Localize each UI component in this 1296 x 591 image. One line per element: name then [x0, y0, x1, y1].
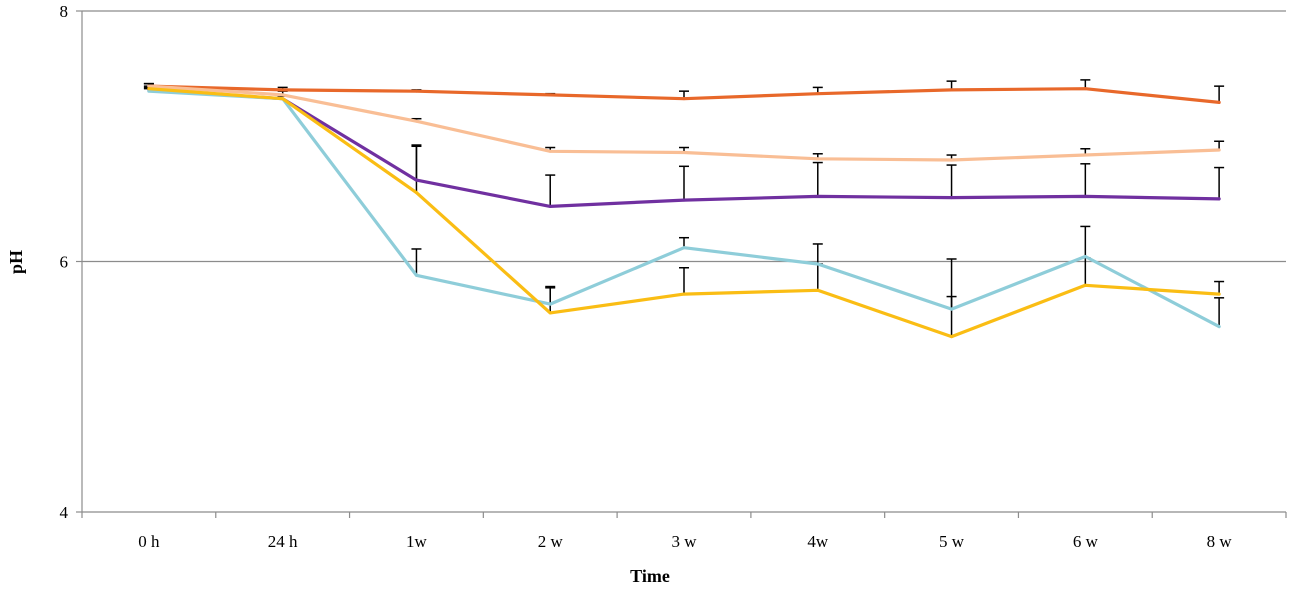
- x-axis-title: Time: [630, 566, 670, 586]
- point-series-peach-1: [281, 93, 285, 97]
- point-series-light-blue-3: [548, 302, 552, 306]
- y-tick-label-6: 6: [60, 253, 69, 272]
- point-series-light-blue-8: [1217, 325, 1221, 329]
- point-series-red-orange-6: [950, 88, 954, 92]
- x-tick-label-4: 3 w: [671, 532, 697, 551]
- y-axis-title: pH: [6, 250, 26, 274]
- point-series-peach-4: [682, 151, 686, 155]
- y-tick-label-4: 4: [60, 503, 69, 522]
- point-series-light-blue-6: [950, 307, 954, 311]
- x-tick-label-6: 5 w: [939, 532, 965, 551]
- point-series-yellow-2: [414, 191, 418, 195]
- point-series-light-blue-0: [147, 89, 151, 93]
- point-series-red-orange-3: [548, 93, 552, 97]
- x-tick-label-0: 0 h: [138, 532, 160, 551]
- point-series-red-orange-2: [414, 89, 418, 93]
- point-series-peach-3: [548, 149, 552, 153]
- point-series-yellow-3: [548, 311, 552, 315]
- point-series-red-orange-8: [1217, 100, 1221, 104]
- point-series-red-orange-5: [816, 92, 820, 96]
- point-series-red-orange-1: [281, 88, 285, 92]
- point-series-purple-8: [1217, 197, 1221, 201]
- point-series-peach-5: [816, 157, 820, 161]
- point-series-peach-7: [1083, 153, 1087, 157]
- error-bars: [143, 79, 1225, 337]
- x-tick-label-3: 2 w: [538, 532, 564, 551]
- point-series-red-orange-7: [1083, 87, 1087, 91]
- x-tick-label-5: 4w: [807, 532, 829, 551]
- point-series-red-orange-4: [682, 97, 686, 101]
- line-series-yellow: [147, 87, 1221, 339]
- point-series-light-blue-5: [816, 262, 820, 266]
- point-series-peach-6: [950, 158, 954, 162]
- point-series-peach-8: [1217, 148, 1221, 152]
- point-series-purple-5: [816, 194, 820, 198]
- point-series-yellow-8: [1217, 292, 1221, 296]
- point-series-purple-2: [414, 178, 418, 182]
- point-series-light-blue-7: [1083, 254, 1087, 258]
- axes: [76, 10, 1287, 518]
- tick-labels: 4 6 8 0 h 24 h 1w 2 w 3 w 4w 5 w 6 w 8 w: [60, 2, 1233, 551]
- series-lines: [147, 84, 1221, 339]
- point-series-yellow-4: [682, 292, 686, 296]
- point-series-yellow-0: [147, 87, 151, 91]
- gridlines: [82, 10, 1286, 263]
- point-series-yellow-1: [281, 97, 285, 101]
- x-tick-label-7: 6 w: [1073, 532, 1099, 551]
- point-series-yellow-6: [950, 335, 954, 339]
- x-tick-label-1: 24 h: [268, 532, 298, 551]
- point-series-yellow-5: [816, 288, 820, 292]
- x-tick-label-2: 1w: [406, 532, 428, 551]
- point-series-purple-3: [548, 204, 552, 208]
- point-series-purple-7: [1083, 194, 1087, 198]
- point-series-peach-0: [147, 84, 151, 88]
- point-series-purple-4: [682, 198, 686, 202]
- point-series-light-blue-2: [414, 273, 418, 277]
- point-series-peach-2: [414, 119, 418, 123]
- x-tick-label-8: 8 w: [1207, 532, 1233, 551]
- point-series-yellow-7: [1083, 283, 1087, 287]
- y-tick-label-8: 8: [60, 2, 69, 21]
- point-series-light-blue-4: [682, 246, 686, 250]
- point-series-purple-6: [950, 196, 954, 200]
